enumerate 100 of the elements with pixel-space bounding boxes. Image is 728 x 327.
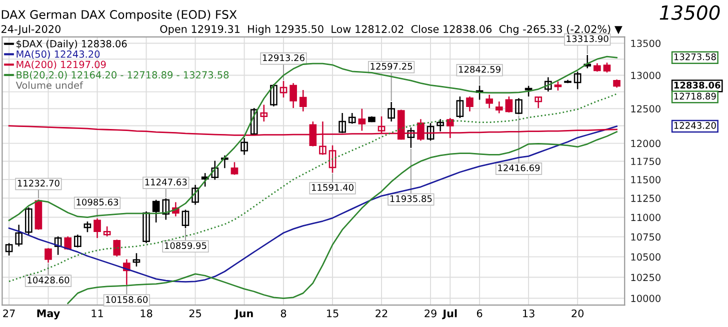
candlestick bbox=[230, 162, 238, 176]
candlestick bbox=[407, 126, 415, 148]
y-tick-label: 11500 bbox=[631, 176, 660, 184]
legend-label: MA(50) 12243.20 bbox=[16, 50, 100, 59]
candlestick bbox=[426, 122, 434, 142]
x-tick-label: 25 bbox=[189, 309, 202, 318]
candlestick bbox=[270, 83, 278, 108]
legend-label: BB(20,2.0) 12164.20 - 12718.89 - 13273.58 bbox=[16, 71, 229, 80]
y-tick-label: 10000 bbox=[631, 294, 660, 302]
candlestick bbox=[24, 206, 32, 236]
candlestick bbox=[250, 107, 258, 136]
annotation: 12597.25 bbox=[370, 62, 412, 70]
annotation: 12416.69 bbox=[498, 164, 540, 172]
y-tick-label: 11750 bbox=[631, 158, 660, 166]
y-tick-label: 10500 bbox=[631, 253, 660, 261]
candlestick bbox=[486, 94, 494, 109]
candlestick bbox=[103, 226, 111, 237]
x-tick-label: Jun bbox=[234, 310, 253, 320]
candlestick bbox=[280, 80, 288, 98]
annotation: 11935.85 bbox=[390, 195, 432, 202]
y-tick-label: 12000 bbox=[631, 140, 660, 148]
annotation: Volume undef bbox=[16, 81, 84, 89]
text: 12838.06 bbox=[674, 82, 720, 89]
candlestick bbox=[192, 184, 199, 206]
candlestick bbox=[84, 220, 92, 233]
annotation: 11591.40 bbox=[312, 184, 354, 191]
candlestick bbox=[54, 236, 62, 256]
candlestick bbox=[299, 89, 307, 112]
x-tick-label: 27 bbox=[3, 309, 15, 318]
candlestick bbox=[505, 96, 513, 114]
annotation: 10859.95 bbox=[164, 242, 206, 250]
x-tick-label: 18 bbox=[140, 309, 152, 318]
candlestick bbox=[534, 96, 542, 109]
chart-title: DAX German DAX Composite (EOD) FSX bbox=[2, 10, 237, 22]
x-tick-label: May bbox=[37, 309, 60, 320]
candlestick bbox=[44, 247, 52, 264]
candlestick bbox=[544, 76, 552, 92]
text: 12718.89 bbox=[674, 92, 716, 100]
candlestick bbox=[338, 112, 346, 134]
candlestick bbox=[64, 236, 72, 250]
x-tick-label: 6 bbox=[476, 309, 482, 318]
annotation: 12842.59 bbox=[459, 66, 500, 73]
candlestick bbox=[211, 160, 219, 180]
candlestick bbox=[162, 198, 170, 220]
candlestick bbox=[74, 234, 82, 248]
x-tick-label: 11 bbox=[92, 310, 103, 318]
candlestick bbox=[524, 85, 532, 98]
candlestick bbox=[5, 242, 13, 256]
candlestick bbox=[221, 154, 228, 169]
candlestick bbox=[456, 96, 464, 119]
annotation: 11247.63 bbox=[145, 178, 187, 186]
annotation: 11232.70 bbox=[18, 180, 60, 187]
y-tick-label: 13000 bbox=[631, 72, 660, 80]
legend-label: MA(200) 12197.09 bbox=[16, 60, 106, 70]
candlestick bbox=[328, 144, 336, 174]
x-tick-label: 8 bbox=[280, 309, 286, 318]
x-tick-label: 22 bbox=[376, 309, 388, 318]
y-tick-label: 11250 bbox=[631, 194, 660, 202]
x-tick-label: 13 bbox=[523, 309, 534, 318]
x-tick-label: 20 bbox=[572, 309, 584, 318]
candlestick bbox=[495, 100, 503, 114]
text: 24-Jul-2020 bbox=[1, 24, 60, 35]
text: 12243.20 bbox=[674, 122, 716, 129]
y-tick-label: 13500 bbox=[631, 40, 660, 48]
text: 13500 bbox=[660, 5, 720, 20]
candlestick bbox=[603, 62, 611, 74]
candlestick bbox=[240, 137, 248, 156]
x-tick-label: Jul bbox=[442, 309, 457, 320]
line-series bbox=[8, 126, 618, 283]
annotation: 13313.90 bbox=[566, 35, 608, 42]
y-tick-label: 10750 bbox=[631, 233, 660, 241]
candlestick bbox=[290, 82, 297, 109]
candlestick bbox=[132, 252, 140, 268]
candlestick bbox=[152, 199, 160, 224]
text: 13273.58 bbox=[674, 53, 716, 60]
candlestick bbox=[466, 96, 474, 112]
y-tick-label: 12500 bbox=[631, 105, 660, 112]
x-tick-label: 29 bbox=[424, 309, 436, 318]
annotation: 10158.60 bbox=[106, 296, 148, 303]
candlestick bbox=[515, 98, 522, 115]
candlestick bbox=[436, 118, 444, 132]
y-tick-label: 10250 bbox=[631, 274, 660, 282]
candlestick bbox=[94, 218, 101, 239]
line-series bbox=[8, 93, 618, 282]
candlestick bbox=[260, 104, 268, 122]
y-tick-label: 11000 bbox=[631, 214, 660, 222]
candlestick bbox=[142, 210, 150, 244]
candlestick bbox=[574, 70, 582, 90]
candlestick bbox=[182, 209, 190, 229]
annotation: 10428.60 bbox=[28, 276, 70, 284]
annotation: 12913.26 bbox=[262, 54, 304, 62]
chart-subtitle: Open 12919.31 High 12935.50 Low 12812.02 Close 12838.06 Chg -265.33 (-2.02%) ▼ bbox=[160, 24, 622, 35]
x-tick-label: 15 bbox=[327, 310, 338, 318]
candlestick bbox=[388, 101, 395, 122]
candlestick bbox=[15, 224, 23, 248]
annotation: $DAX (Daily) 12838.06 bbox=[16, 40, 127, 50]
annotation: 10985.63 bbox=[76, 198, 118, 206]
candlestick bbox=[348, 112, 356, 124]
candlestick bbox=[113, 239, 121, 258]
candlestick bbox=[358, 108, 366, 132]
